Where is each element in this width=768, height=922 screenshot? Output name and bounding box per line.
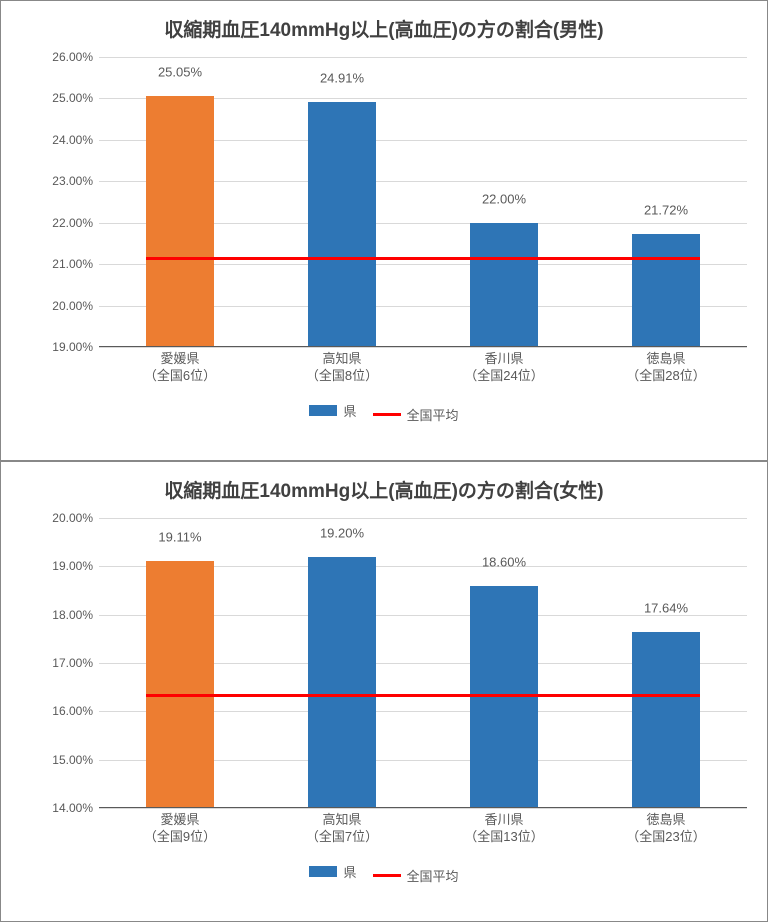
legend-item: 全国平均	[373, 405, 459, 424]
legend-label: 県	[343, 862, 356, 881]
y-tick-label: 16.00%	[31, 704, 93, 718]
x-category-label: 愛媛県（全国9位）	[99, 812, 261, 846]
bar-value-label: 19.11%	[99, 530, 261, 545]
bar-value-label: 21.72%	[585, 203, 747, 218]
y-tick-label: 25.00%	[31, 91, 93, 105]
bar-value-label: 24.91%	[261, 71, 423, 86]
legend-swatch-bar	[309, 866, 337, 877]
chart-title: 収縮期血圧140mmHg以上(高血圧)の方の割合(女性)	[1, 462, 767, 507]
y-tick-label: 15.00%	[31, 753, 93, 767]
x-category-label: 愛媛県（全国6位）	[99, 351, 261, 385]
bar-slot: 19.11%	[99, 518, 261, 808]
legend-label: 全国平均	[407, 866, 459, 885]
y-tick-label: 26.00%	[31, 50, 93, 64]
reference-line	[146, 257, 700, 260]
x-category-line2: （全国8位）	[261, 368, 423, 385]
bar	[470, 223, 538, 347]
bar-slot: 25.05%	[99, 57, 261, 347]
y-tick-label: 21.00%	[31, 257, 93, 271]
x-category-line2: （全国7位）	[261, 829, 423, 846]
x-labels: 愛媛県（全国6位）高知県（全国8位）香川県（全国24位）徳島県（全国28位）	[99, 351, 747, 393]
x-labels: 愛媛県（全国9位）高知県（全国7位）香川県（全国13位）徳島県（全国23位）	[99, 812, 747, 854]
x-category-label: 徳島県（全国23位）	[585, 812, 747, 846]
y-tick-label: 20.00%	[31, 299, 93, 313]
x-axis-line	[99, 807, 747, 808]
legend-item: 全国平均	[373, 866, 459, 885]
gridline	[99, 347, 747, 348]
y-tick-label: 14.00%	[31, 801, 93, 815]
x-category-label: 香川県（全国13位）	[423, 812, 585, 846]
y-tick-label: 22.00%	[31, 216, 93, 230]
chart-panel: 収縮期血圧140mmHg以上(高血圧)の方の割合(女性) 14.00% 15.00%…	[0, 461, 768, 922]
bar-value-label: 18.60%	[423, 554, 585, 569]
x-category-line2: （全国24位）	[423, 368, 585, 385]
x-category-line2: （全国28位）	[585, 368, 747, 385]
x-category-line1: 徳島県	[585, 812, 747, 829]
plot-area: 14.00%15.00%16.00%17.00%18.00%19.00%20.0…	[31, 518, 747, 808]
bars-layer: 25.05%24.91% 22.00%21.72%	[99, 57, 747, 347]
y-tick-label: 24.00%	[31, 133, 93, 147]
bar-slot: 24.91%	[261, 57, 423, 347]
y-tick-label: 18.00%	[31, 608, 93, 622]
legend-swatch-bar	[309, 405, 337, 416]
x-category-line1: 高知県	[261, 351, 423, 368]
bar-slot: 21.72%	[585, 57, 747, 347]
bar-slot: 22.00%	[423, 57, 585, 347]
bars-layer: 19.11%19.20%18.60% 17.64%	[99, 518, 747, 808]
gridline	[99, 808, 747, 809]
plot-area: 19.00%20.00%21.00%22.00%23.00%24.00%25.0…	[31, 57, 747, 347]
bar	[146, 96, 214, 347]
bar-value-label: 17.64%	[585, 601, 747, 616]
reference-line	[146, 694, 700, 697]
chart-panel: 収縮期血圧140mmHg以上(高血圧)の方の割合(男性) 19.00% 20.00%…	[0, 0, 768, 461]
bar-value-label: 25.05%	[99, 65, 261, 80]
x-category-line1: 高知県	[261, 812, 423, 829]
bar-slot: 18.60%	[423, 518, 585, 808]
x-category-line1: 香川県	[423, 812, 585, 829]
bar	[632, 632, 700, 808]
bar-slot: 19.20%	[261, 518, 423, 808]
bar	[308, 557, 376, 808]
legend-swatch-line	[373, 874, 401, 877]
x-category-label: 徳島県（全国28位）	[585, 351, 747, 385]
y-tick-label: 19.00%	[31, 559, 93, 573]
x-category-line2: （全国13位）	[423, 829, 585, 846]
chart-title: 収縮期血圧140mmHg以上(高血圧)の方の割合(男性)	[1, 1, 767, 46]
x-category-line1: 徳島県	[585, 351, 747, 368]
x-category-line1: 愛媛県	[99, 812, 261, 829]
y-tick-label: 20.00%	[31, 511, 93, 525]
y-tick-label: 19.00%	[31, 340, 93, 354]
y-tick-label: 17.00%	[31, 656, 93, 670]
y-tick-label: 23.00%	[31, 174, 93, 188]
x-category-line2: （全国23位）	[585, 829, 747, 846]
legend-swatch-line	[373, 413, 401, 416]
legend: 県 全国平均	[1, 401, 767, 424]
legend-label: 県	[343, 401, 356, 420]
bar-value-label: 19.20%	[261, 525, 423, 540]
x-category-label: 高知県（全国8位）	[261, 351, 423, 385]
x-category-label: 高知県（全国7位）	[261, 812, 423, 846]
x-category-label: 香川県（全国24位）	[423, 351, 585, 385]
legend-item: 県	[309, 862, 356, 881]
bar	[308, 102, 376, 347]
x-category-line2: （全国6位）	[99, 368, 261, 385]
bar	[632, 234, 700, 347]
x-axis-line	[99, 346, 747, 347]
x-category-line1: 香川県	[423, 351, 585, 368]
legend-item: 県	[309, 401, 356, 420]
legend-label: 全国平均	[407, 405, 459, 424]
bar-slot: 17.64%	[585, 518, 747, 808]
legend: 県 全国平均	[1, 862, 767, 885]
x-category-line1: 愛媛県	[99, 351, 261, 368]
bar	[146, 561, 214, 808]
bar-value-label: 22.00%	[423, 191, 585, 206]
x-category-line2: （全国9位）	[99, 829, 261, 846]
